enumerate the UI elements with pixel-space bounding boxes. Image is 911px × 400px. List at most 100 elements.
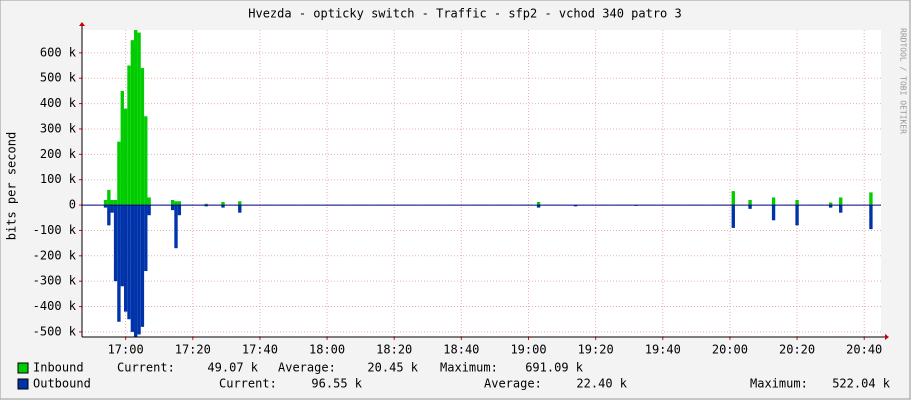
watermark: RRDTOOL / TOBI OETIKER <box>899 28 908 134</box>
x-tick-label: 20:00 <box>712 343 748 357</box>
bar <box>103 205 108 208</box>
bar <box>130 40 135 206</box>
stat-name: Current: <box>117 361 175 375</box>
bar <box>127 205 131 320</box>
bar <box>107 189 111 206</box>
x-tick-label: 18:40 <box>443 343 479 357</box>
stat-name: Current: <box>219 377 277 391</box>
stat-name: Maximum: <box>750 377 808 391</box>
bar <box>120 205 124 287</box>
bar <box>134 30 138 206</box>
y-tick-label: -400 k <box>33 299 77 313</box>
bar <box>536 202 541 206</box>
y-axis-label: bits per second <box>5 132 19 240</box>
y-tick-label: 500 k <box>40 71 77 85</box>
bar <box>573 205 578 207</box>
y-tick-label: 200 k <box>40 147 77 161</box>
y-tick-label: -100 k <box>33 223 77 237</box>
bar <box>174 201 178 206</box>
bar <box>123 205 128 312</box>
stat-name: Maximum: <box>440 361 498 375</box>
bar <box>147 197 151 206</box>
bar <box>127 65 131 206</box>
bar <box>107 205 111 226</box>
bar <box>795 199 799 206</box>
y-tick-label: 300 k <box>40 121 77 135</box>
bar <box>137 205 141 335</box>
bar <box>130 205 135 332</box>
bar <box>221 205 225 208</box>
y-tick-label: 600 k <box>40 45 77 59</box>
chart-title: Hvezda - opticky switch - Traffic - sfp2… <box>248 7 681 21</box>
bar <box>795 205 799 226</box>
legend-swatch <box>17 378 29 390</box>
bar <box>221 202 225 206</box>
bar <box>177 205 182 216</box>
y-tick-label: -300 k <box>33 274 77 288</box>
axis-arrow <box>79 22 85 26</box>
bar <box>137 32 141 206</box>
bar <box>120 90 124 206</box>
bar <box>113 205 118 282</box>
bar <box>140 205 145 327</box>
bar <box>731 205 735 228</box>
bar <box>731 191 735 206</box>
stat-value: 20.45 k <box>367 361 418 375</box>
y-tick-label: 100 k <box>40 172 77 186</box>
bar <box>771 197 776 206</box>
y-tick-label: -500 k <box>33 324 77 338</box>
x-tick-label: 18:00 <box>309 343 345 357</box>
bar <box>117 205 121 322</box>
bar <box>177 201 182 206</box>
x-tick-label: 17:00 <box>108 343 144 357</box>
bar <box>869 205 873 230</box>
x-tick-label: 17:40 <box>242 343 278 357</box>
bar <box>174 205 178 249</box>
legend-label: Inbound <box>33 361 84 375</box>
bar <box>110 205 114 213</box>
stat-value: 522.04 k <box>832 377 891 391</box>
bar <box>238 205 242 213</box>
x-tick-label: 20:40 <box>846 343 882 357</box>
legend-label: Outbound <box>33 377 91 391</box>
bar <box>536 205 541 208</box>
plot-area <box>82 30 881 337</box>
bar <box>144 116 148 206</box>
x-tick-label: 17:20 <box>175 343 211 357</box>
bar <box>204 203 208 206</box>
bar <box>238 201 242 206</box>
x-tick-label: 19:20 <box>578 343 614 357</box>
y-tick-label: -200 k <box>33 248 77 262</box>
bar <box>113 199 118 206</box>
bar <box>170 205 175 211</box>
bar <box>869 192 873 206</box>
bar <box>147 205 151 216</box>
y-tick-label: 400 k <box>40 96 77 110</box>
bar <box>828 205 833 208</box>
x-tick-label: 19:40 <box>645 343 681 357</box>
stat-name: Average: <box>278 361 336 375</box>
x-tick-label: 18:20 <box>376 343 412 357</box>
stat-value: 96.55 k <box>311 377 362 391</box>
x-tick-label: 20:20 <box>779 343 815 357</box>
bar <box>839 205 843 213</box>
bar <box>123 108 128 206</box>
axis-arrow <box>885 334 889 340</box>
bar <box>110 199 114 206</box>
bar <box>748 199 752 206</box>
bar <box>117 141 121 206</box>
bar <box>103 199 108 206</box>
bar <box>140 68 145 206</box>
bar <box>748 205 752 209</box>
stat-value: 691.09 k <box>525 361 584 375</box>
stat-value: 49.07 k <box>207 361 258 375</box>
bar <box>771 205 776 221</box>
bar <box>204 205 208 207</box>
bar <box>828 202 833 206</box>
bar <box>134 205 138 337</box>
bar <box>144 205 148 272</box>
stat-value: 22.40 k <box>576 377 627 391</box>
legend-swatch <box>17 362 29 374</box>
y-tick-label: 0 <box>69 198 76 212</box>
